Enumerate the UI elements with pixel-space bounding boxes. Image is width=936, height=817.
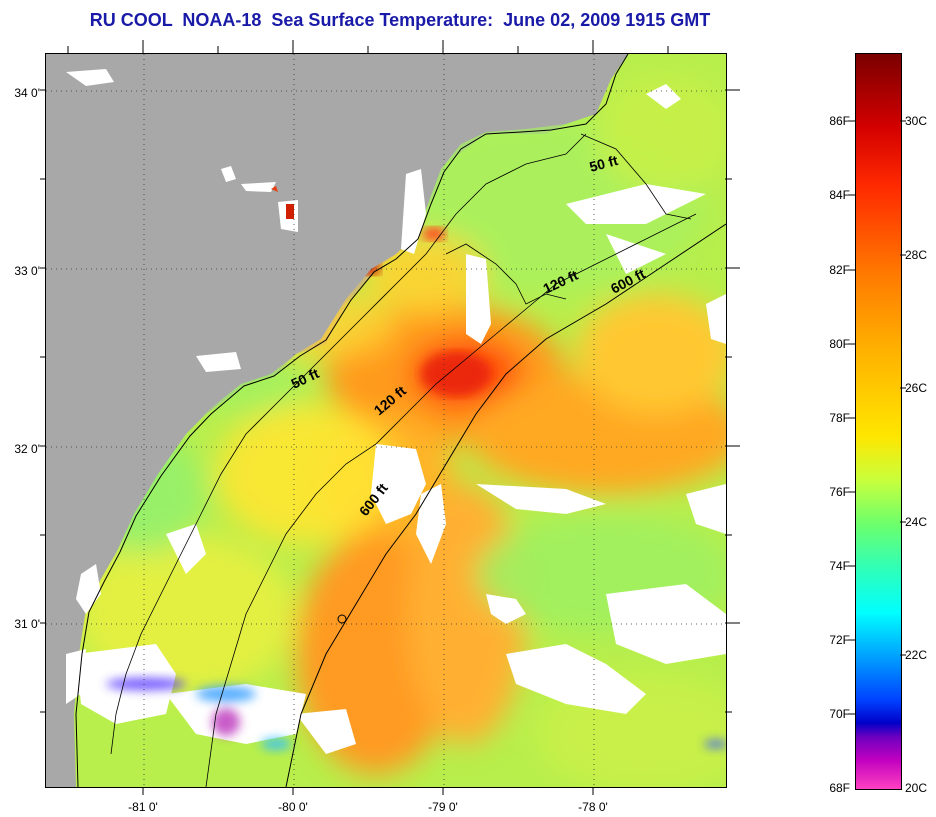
isobath-50-line xyxy=(110,133,587,755)
colorbar-label-f: 80F xyxy=(829,337,850,351)
cold-pixels xyxy=(106,678,726,750)
colorbar-label-f: 86F xyxy=(829,114,850,128)
lat-label-31: 31 0' xyxy=(14,617,40,631)
colorbar-label-f: 82F xyxy=(829,263,850,277)
colorbar-label-c: 22C xyxy=(905,648,928,662)
colorbar-label-f: 78F xyxy=(829,411,850,425)
isobath-120-line xyxy=(205,213,697,787)
sst-map: 50 ft 50 ft 120 ft 120 ft 600 ft 600 ft xyxy=(45,53,727,788)
coastline xyxy=(75,54,629,787)
lat-label-34: 34 0' xyxy=(14,86,40,100)
lon-label-81: -81 0' xyxy=(128,800,158,814)
lon-label-78: -78 0' xyxy=(578,800,608,814)
colorbar xyxy=(855,53,902,790)
sst-map-canvas: 50 ft 50 ft 120 ft 120 ft 600 ft 600 ft xyxy=(46,54,726,787)
colorbar-label-f: 70F xyxy=(829,707,850,721)
colorbar-label-c: 20C xyxy=(905,781,928,795)
lat-label-32: 32 0' xyxy=(14,442,40,456)
colorbar-label-f: 74F xyxy=(829,559,850,573)
lat-label-33: 33 0' xyxy=(14,264,40,278)
colorbar-label-c: 24C xyxy=(905,515,928,529)
colorbar-label-f: 68F xyxy=(829,781,850,795)
isobath-600-line xyxy=(285,223,726,787)
colorbar-label-f: 72F xyxy=(829,633,850,647)
lon-label-79: -79 0' xyxy=(428,800,458,814)
colorbar-label-f: 76F xyxy=(829,485,850,499)
lon-label-80: -80 0' xyxy=(278,800,308,814)
colorbar-label-c: 26C xyxy=(905,381,928,395)
colorbar-label-c: 28C xyxy=(905,248,928,262)
land-area xyxy=(46,54,628,787)
isobath-label: 50 ft xyxy=(588,152,620,175)
colorbar-label-c: 30C xyxy=(905,114,928,128)
colorbar-label-f: 84F xyxy=(829,188,850,202)
map-title: RU COOL NOAA-18 Sea Surface Temperature:… xyxy=(89,10,711,30)
graticule xyxy=(46,54,726,787)
